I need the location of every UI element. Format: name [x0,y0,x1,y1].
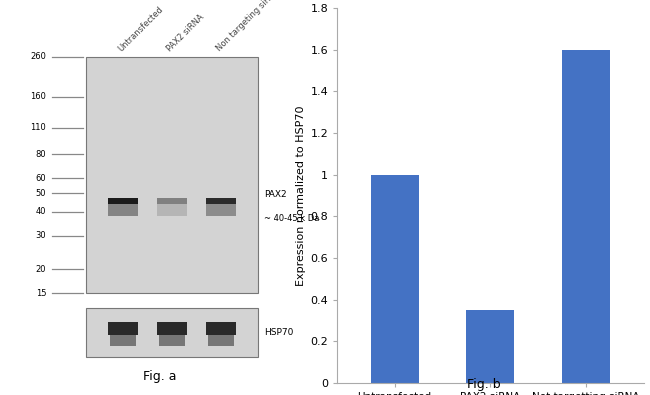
Text: 60: 60 [36,174,46,183]
Bar [108,322,138,335]
Bar [206,198,236,204]
Text: Non targeting siRNA: Non targeting siRNA [214,0,281,53]
Text: 160: 160 [31,92,46,102]
Text: Fig. b: Fig. b [467,378,501,391]
Bar [157,322,187,335]
Bar [207,335,234,346]
Y-axis label: Expression normalized to HSP70: Expression normalized to HSP70 [296,105,306,286]
Text: 260: 260 [31,52,46,61]
Text: 30: 30 [36,231,46,240]
Text: PAX2 siRNA: PAX2 siRNA [166,12,206,53]
Bar [108,198,138,204]
Text: 20: 20 [36,265,46,274]
Text: 40: 40 [36,207,46,216]
FancyBboxPatch shape [86,56,257,293]
Bar [157,204,187,216]
FancyBboxPatch shape [86,308,257,357]
Bar [370,175,419,383]
Bar [467,310,514,383]
Text: HSP70: HSP70 [264,328,293,337]
Text: Untransfected: Untransfected [116,4,165,53]
Bar [110,335,136,346]
Text: 80: 80 [36,150,46,159]
Bar [562,50,610,383]
Text: 110: 110 [31,124,46,132]
Text: PAX2: PAX2 [264,190,287,199]
Bar [108,204,138,216]
Bar [206,204,236,216]
Text: ~ 40-45 k Da: ~ 40-45 k Da [264,214,319,223]
Bar [159,335,185,346]
Bar [157,198,187,204]
Text: 50: 50 [36,189,46,198]
Bar [206,322,236,335]
Text: 15: 15 [36,289,46,297]
Text: Fig. a: Fig. a [143,370,176,383]
